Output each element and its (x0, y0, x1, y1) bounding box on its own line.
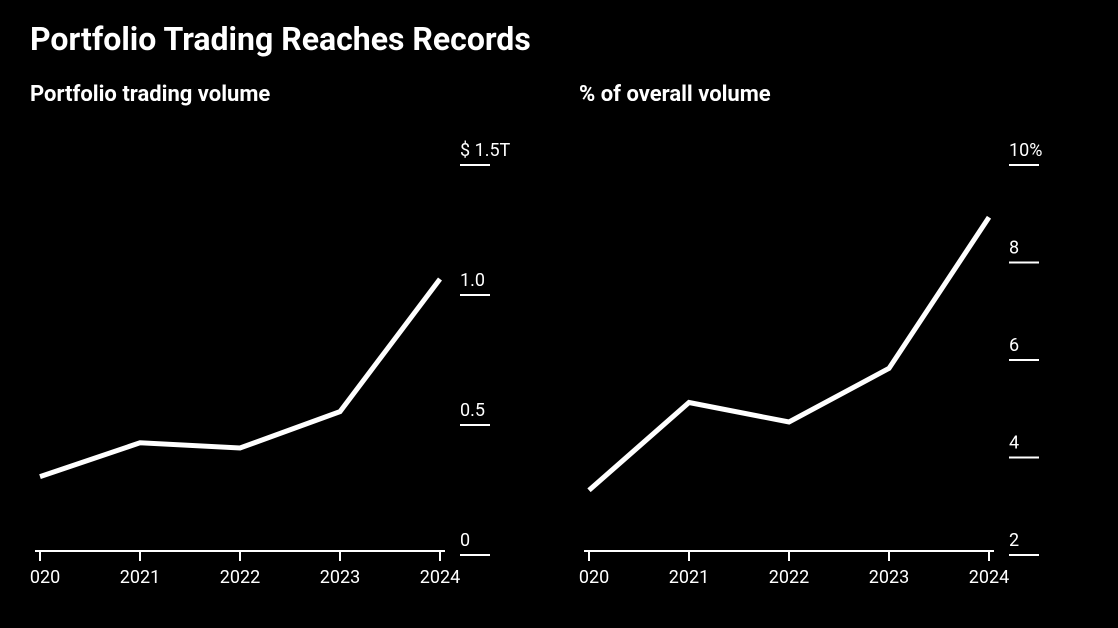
chart-right-svg: 2 4 6 8 10% 2020 2021 2022 2023 2024 (579, 119, 1079, 589)
page-title: Portfolio Trading Reaches Records (30, 20, 1088, 58)
x-tick-label: 2023 (320, 567, 360, 588)
data-line (589, 217, 989, 490)
y-tick-label: 2 (1009, 530, 1019, 551)
x-tick-label: 2024 (969, 567, 1009, 588)
x-tick-label: 2023 (869, 567, 909, 588)
y-tick-label: 4 (1009, 432, 1019, 453)
chart-left-subtitle: Portfolio trading volume (30, 82, 539, 107)
data-line (40, 279, 440, 477)
y-tick-label: 10% (1009, 140, 1042, 161)
y-tick-label: 0 (460, 530, 470, 551)
x-tick-label: 2021 (669, 567, 709, 588)
x-tick-label: 2024 (420, 567, 460, 588)
y-tick-label: 1.0 (460, 270, 485, 291)
charts-row: Portfolio trading volume 00.51.0$ 1.5T20… (30, 82, 1088, 589)
x-tick-label: 2020 (579, 567, 609, 588)
y-tick-label: $ 1.5T (460, 140, 511, 161)
x-tick-label: 2022 (769, 567, 809, 588)
chart-right-block: % of overall volume 246810%2020202120222… (579, 82, 1088, 589)
x-tick-label: 2021 (120, 567, 160, 588)
chart-container: Portfolio Trading Reaches Records Portfo… (0, 0, 1118, 628)
y-tick-label: 6 (1009, 335, 1019, 356)
y-tick-label: 0.5 (460, 400, 485, 421)
x-tick-label: 2020 (30, 567, 60, 588)
chart-left-block: Portfolio trading volume 0 0.5 1.0 $ 1.5T 20… (30, 82, 539, 589)
y-tick-label: 8 (1009, 237, 1019, 258)
chart-right-subtitle: % of overall volume (579, 82, 1088, 107)
chart-left-svg: 0 0.5 1.0 $ 1.5T 2020 2021 2022 2023 2024 (30, 119, 530, 589)
x-tick-label: 2022 (220, 567, 260, 588)
